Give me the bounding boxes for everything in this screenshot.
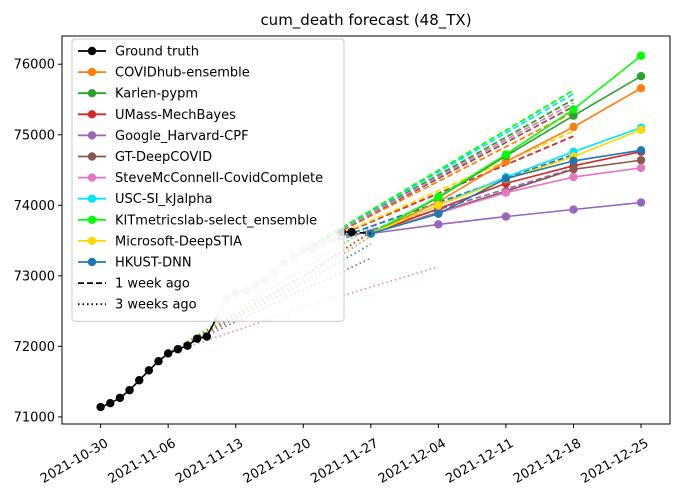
x-tick-label: 2021-11-13 bbox=[173, 436, 246, 487]
legend-marker bbox=[87, 257, 97, 267]
y-tick-label: 76000 bbox=[14, 58, 55, 73]
forecast-point bbox=[501, 212, 511, 221]
x-tick-label: 2021-12-04 bbox=[376, 436, 449, 487]
forecast-point bbox=[366, 229, 376, 238]
legend-marker bbox=[87, 194, 97, 203]
ground-truth-point bbox=[106, 398, 115, 408]
ground-truth-point bbox=[115, 393, 125, 403]
legend-marker bbox=[87, 215, 97, 224]
forecast-point bbox=[434, 209, 443, 218]
one-week-ago-line bbox=[303, 167, 574, 252]
forecast-point bbox=[501, 188, 511, 197]
forecast-point bbox=[501, 174, 511, 183]
forecast-point bbox=[434, 192, 443, 202]
y-tick-label: 71000 bbox=[14, 410, 55, 425]
forecast-point bbox=[569, 122, 578, 132]
ground-truth-point bbox=[183, 341, 192, 350]
ground-truth-point bbox=[173, 345, 183, 354]
forecast-point bbox=[569, 105, 578, 114]
three-weeks-ago-line bbox=[167, 243, 372, 355]
forecast-point bbox=[636, 125, 646, 135]
forecast-point bbox=[569, 205, 578, 214]
legend-marker bbox=[87, 236, 97, 246]
forecast-point bbox=[569, 165, 578, 174]
ground-truth-point bbox=[96, 402, 105, 412]
legend-box bbox=[71, 38, 345, 322]
y-tick-label: 75000 bbox=[14, 128, 55, 143]
three-weeks-ago-line bbox=[167, 225, 372, 355]
x-tick-label: 2021-11-06 bbox=[106, 436, 179, 487]
forecast-point bbox=[501, 150, 511, 159]
x-tick-label: 2021-10-30 bbox=[38, 436, 111, 487]
ground-truth-point bbox=[163, 349, 173, 358]
forecast-point bbox=[434, 220, 443, 229]
ground-truth-point bbox=[125, 385, 134, 395]
one-week-ago-line bbox=[302, 98, 574, 252]
legend-marker bbox=[87, 46, 97, 56]
legend-marker bbox=[87, 173, 97, 182]
legend-marker bbox=[87, 67, 97, 77]
one-week-ago-line bbox=[302, 105, 574, 252]
legend-marker bbox=[87, 131, 97, 140]
one-week-ago-line bbox=[302, 102, 574, 252]
y-tick-label: 74000 bbox=[14, 199, 55, 214]
chart-title: cum_death forecast (48_TX) bbox=[260, 11, 471, 30]
legend-label: UMass-MechBayes bbox=[115, 108, 236, 123]
y-tick-label: 73000 bbox=[14, 269, 55, 284]
legend-label: Ground truth bbox=[115, 45, 199, 60]
x-tick-label: 2021-12-11 bbox=[443, 436, 516, 487]
forecast-point bbox=[636, 163, 646, 173]
legend-marker bbox=[87, 110, 97, 119]
ground-truth-point bbox=[202, 332, 211, 341]
forecast-point bbox=[636, 72, 646, 81]
legend-label: Karlen-pypm bbox=[115, 87, 198, 102]
x-tick-label: 2021-11-20 bbox=[241, 436, 314, 487]
x-tick-label: 2021-12-18 bbox=[511, 436, 584, 487]
ground-truth-point bbox=[135, 376, 144, 385]
legend-label: 3 weeks ago bbox=[115, 298, 197, 313]
forecast-point bbox=[434, 201, 443, 210]
legend-label: Microsoft-DeepSTIA bbox=[115, 234, 242, 249]
ground-truth-point bbox=[154, 357, 163, 366]
forecast-point bbox=[636, 146, 646, 155]
forecast-point bbox=[636, 84, 646, 93]
legend-label: Google_Harvard-CPF bbox=[115, 129, 249, 144]
legend-label: COVIDhub-ensemble bbox=[115, 66, 250, 81]
legend-label: GT-DeepCOVID bbox=[115, 150, 212, 165]
one-week-ago-line bbox=[302, 89, 574, 252]
legend-label: SteveMcConnell-CovidComplete bbox=[115, 171, 323, 186]
legend-label: 1 week ago bbox=[115, 277, 190, 292]
legend-label: KITmetricslab-select_ensemble bbox=[115, 213, 317, 228]
forecast-point bbox=[636, 198, 646, 207]
legend: Ground truth COVIDhub-ensemble Karlen-pypm… bbox=[71, 38, 345, 322]
legend-label: HKUST-DNN bbox=[115, 256, 192, 271]
forecast-point bbox=[636, 155, 646, 165]
plot-frame bbox=[61, 35, 671, 425]
ground-truth-point bbox=[144, 366, 154, 375]
forecast-point bbox=[569, 156, 578, 166]
legend-marker bbox=[87, 89, 97, 98]
forecast-point bbox=[569, 111, 578, 120]
forecast-point bbox=[636, 51, 646, 60]
x-tick-label: 2021-12-25 bbox=[579, 436, 652, 487]
ground-truth-point bbox=[192, 334, 202, 343]
one-week-ago-line bbox=[302, 93, 574, 252]
legend-label: USC-SI_kJalpha bbox=[115, 192, 213, 207]
ground-truth-late-point bbox=[347, 227, 356, 237]
y-tick-label: 72000 bbox=[14, 340, 55, 355]
x-tick-label: 2021-11-27 bbox=[308, 436, 381, 487]
legend-marker bbox=[87, 152, 97, 161]
forecast-point bbox=[569, 172, 578, 182]
